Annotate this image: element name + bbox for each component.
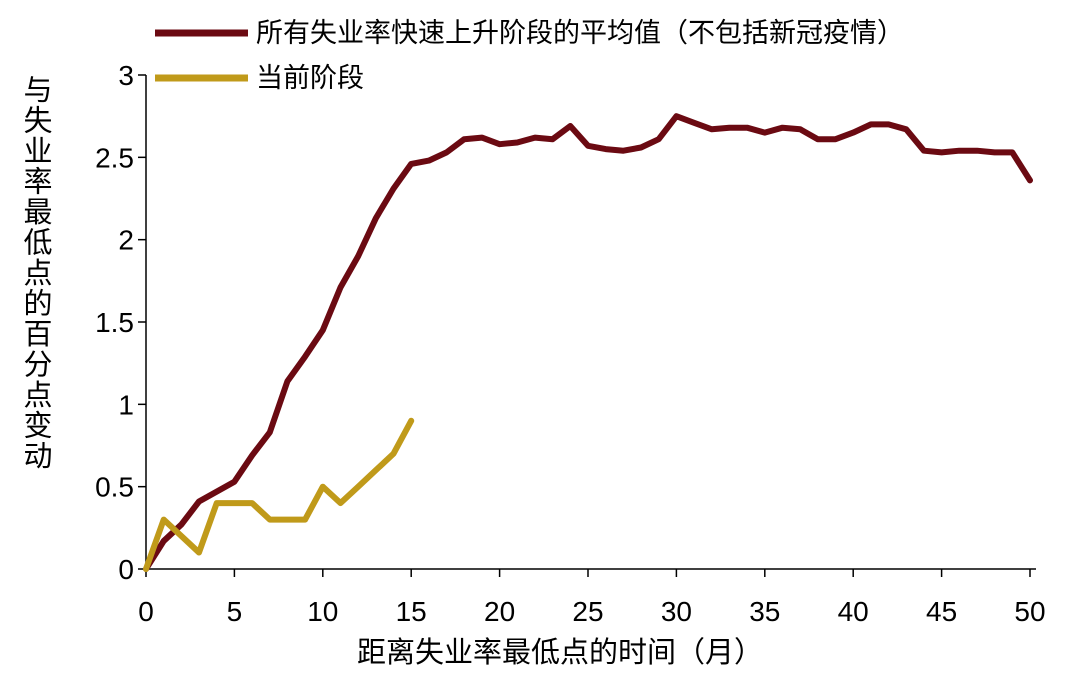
x-tick-label: 50: [1014, 596, 1045, 627]
x-axis-title: 距离失业率最低点的时间（月）: [357, 635, 763, 669]
x-tick-label: 30: [661, 596, 692, 627]
series-line-current: [143, 417, 415, 572]
y-tick-label: 0: [118, 554, 134, 585]
y-tick-label: 3: [118, 60, 134, 91]
legend-label-current: 当前阶段: [256, 63, 364, 94]
y-ticks: 0 0.5 1 1.5 2 2.5 3: [95, 60, 146, 585]
legend: 所有失业率快速上升阶段的平均值（不包括新冠疫情） 当前阶段: [155, 18, 904, 94]
x-tick-label: 45: [926, 596, 957, 627]
series-line-average: [143, 113, 1033, 572]
y-axis-title: 与失业率最低点的百分点变动: [23, 73, 52, 473]
legend-label-average: 所有失业率快速上升阶段的平均值（不包括新冠疫情）: [256, 18, 904, 49]
y-tick-label: 1: [118, 389, 134, 420]
x-tick-label: 5: [227, 596, 243, 627]
x-tick-label: 25: [572, 596, 603, 627]
x-tick-label: 20: [484, 596, 515, 627]
series-lines: [143, 113, 1033, 572]
x-tick-label: 15: [396, 596, 427, 627]
x-tick-label: 35: [749, 596, 780, 627]
y-tick-label: 2.5: [95, 142, 134, 173]
x-tick-label: 0: [138, 596, 154, 627]
y-tick-label: 0.5: [95, 472, 134, 503]
y-tick-label: 1.5: [95, 307, 134, 338]
x-ticks: 0 5 10 15 20 25 30 35 40 45 50: [138, 569, 1046, 627]
x-tick-label: 10: [307, 596, 338, 627]
y-tick-label: 2: [118, 225, 134, 256]
x-tick-label: 40: [838, 596, 869, 627]
